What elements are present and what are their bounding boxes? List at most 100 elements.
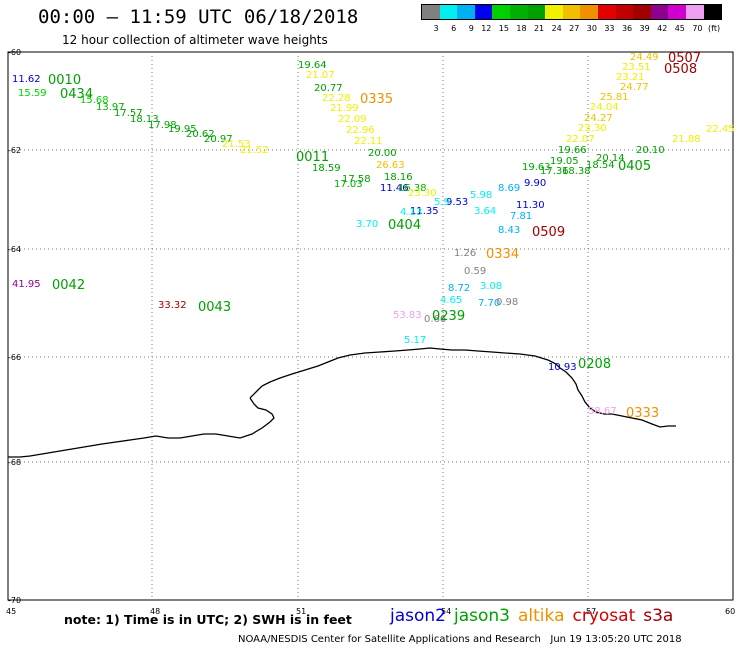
wave-height-value: 8.69 (498, 183, 520, 194)
legend-tick-label: 15 (498, 24, 509, 33)
coastline (8, 347, 676, 458)
wave-height-value: 23.30 (408, 188, 437, 199)
legend-swatch (580, 5, 598, 19)
wave-height-value: 0.66 (424, 314, 446, 325)
wave-height-value: 0.59 (464, 266, 486, 277)
graticule (8, 52, 733, 600)
lon-label: 48 (150, 607, 160, 616)
wave-height-value: 3.64 (474, 206, 496, 217)
wave-height-value: 17.58 (342, 174, 371, 185)
wave-height-value: 0.98 (496, 297, 518, 308)
wave-height-value: 22.96 (346, 125, 375, 136)
wave-height-value: 18.13 (130, 114, 159, 125)
wave-height-value: 22.07 (566, 134, 595, 145)
legend-swatch (527, 5, 546, 19)
satellite-cryosat: cryosat (572, 606, 636, 626)
wave-height-value: 25.81 (600, 92, 629, 103)
legend-tick-label: 30 (586, 24, 597, 33)
lat-label: -66 (8, 353, 21, 362)
wave-height-values: 11.62 15.59 15.6813.9717.5718.1317.9819.95… (12, 52, 735, 417)
wave-height-value: 9.90 (524, 178, 546, 189)
legend-tick-label: 33 (604, 24, 615, 33)
wave-height-value: 8.72 (448, 283, 470, 294)
pass-time-label: 0509 (532, 225, 565, 240)
legend-tick-label: 45 (674, 24, 685, 33)
wave-height-value: 19.66 (558, 145, 587, 156)
wave-height-value: 17.03 (334, 179, 363, 190)
wave-height-value: 22.28 (322, 93, 351, 104)
legend-swatch (457, 5, 475, 19)
legend-tick-labels: 3 6 9 12 15 18 21 24 27 30 33 36 39 42 45 70 (ft) (421, 24, 722, 33)
wave-height-value: 9.53 (446, 197, 468, 208)
legend-tick-label: 70 (692, 24, 703, 33)
legend-swatch (474, 5, 493, 19)
legend-swatch (492, 5, 510, 19)
wave-height-value: 21.88 (672, 134, 701, 145)
legend-swatch (422, 5, 440, 19)
wave-height-value: 18.54 (586, 160, 615, 171)
wave-height-value: 24.27 (584, 113, 613, 124)
satellite-altika: altika (518, 606, 565, 626)
lat-label: -62 (8, 146, 21, 155)
wave-height-value: 19.64 (298, 60, 327, 71)
legend-tick-label: 39 (639, 24, 650, 33)
wave-height-value: 11.35 (410, 206, 439, 217)
longitude-labels: 45 48 51 54 57 60 (6, 607, 735, 616)
pass-time-label: 0334 (486, 247, 519, 262)
legend-swatch (597, 5, 616, 19)
pass-time-label: 0434 (60, 87, 93, 102)
pass-time-label: 0010 (48, 73, 81, 88)
pass-time-label: 0239 (432, 309, 465, 324)
wave-height-value: 1.26 (454, 248, 476, 259)
page-title: 00:00 – 11:59 UTC 06/18/2018 (38, 6, 359, 28)
wave-height-value: 21.07 (306, 70, 335, 81)
wave-height-value: 10.93 (548, 362, 577, 373)
wave-height-value: 20.77 (314, 83, 343, 94)
wave-height-value: 5.9 (434, 197, 450, 208)
legend-tick-label: 21 (533, 24, 545, 33)
credit-line: NOAA/NESDIS Center for Satellite Applica… (238, 634, 682, 645)
wave-height-value: 24.49 (630, 52, 659, 63)
legend-tick-label: 42 (657, 24, 668, 33)
wave-height-value: 53.83 (393, 310, 422, 321)
wave-height-value: 17.57 (114, 108, 143, 119)
wave-height-value: 33.32 (158, 300, 187, 311)
wave-height-value: 19.95 (168, 124, 197, 135)
wave-height-value: 22.45 (706, 124, 735, 135)
satellite-legend: jason2 jason3 altika cryosat s3a (390, 606, 681, 626)
wave-height-value: 20.10 (636, 145, 665, 156)
wave-height-value: 3.70 (356, 219, 378, 230)
latitude-labels: -60 -62 -64 -66 -68 -70 (8, 48, 21, 605)
pass-time-label: 0333 (626, 406, 659, 421)
legend-swatch (545, 5, 563, 19)
lat-label: -60 (8, 48, 21, 57)
pass-time-label: 0404 (388, 218, 421, 233)
wave-height-value: 13.97 (96, 102, 125, 113)
footnote: note: 1) Time is in UTC; 2) SWH is in fe… (64, 612, 352, 627)
pass-time-label: 0508 (664, 62, 697, 77)
legend-swatch (668, 5, 686, 19)
pass-time-label: 0043 (198, 300, 231, 315)
wave-height-value: 20.62 (186, 129, 215, 140)
map-frame (7, 51, 734, 601)
wave-height-value: 11.62 (12, 74, 41, 85)
wave-height-value: 26.63 (376, 160, 405, 171)
wave-height-value: 19.63 (522, 162, 551, 173)
wave-height-value: 4.65 (440, 295, 462, 306)
lon-label: 57 (586, 607, 596, 616)
legend-tick-label: (ft) (708, 24, 721, 33)
legend-tick-label: 36 (621, 24, 633, 33)
wave-height-value: 19.05 (550, 156, 579, 167)
pass-time-label: 0208 (578, 357, 611, 372)
wave-height-value: 8.43 (498, 225, 520, 236)
pass-time-label: 0335 (360, 92, 393, 107)
wave-height-value: 20.14 (596, 153, 625, 164)
legend-swatch (650, 5, 669, 19)
wave-height-value: 24.04 (590, 102, 619, 113)
wave-height-value: 58.67 (588, 406, 617, 417)
legend-tick-label: 24 (551, 24, 562, 33)
lon-label: 45 (6, 607, 16, 616)
legend-tick-label: 6 (451, 24, 457, 33)
legend-tick-label: 9 (468, 24, 474, 33)
